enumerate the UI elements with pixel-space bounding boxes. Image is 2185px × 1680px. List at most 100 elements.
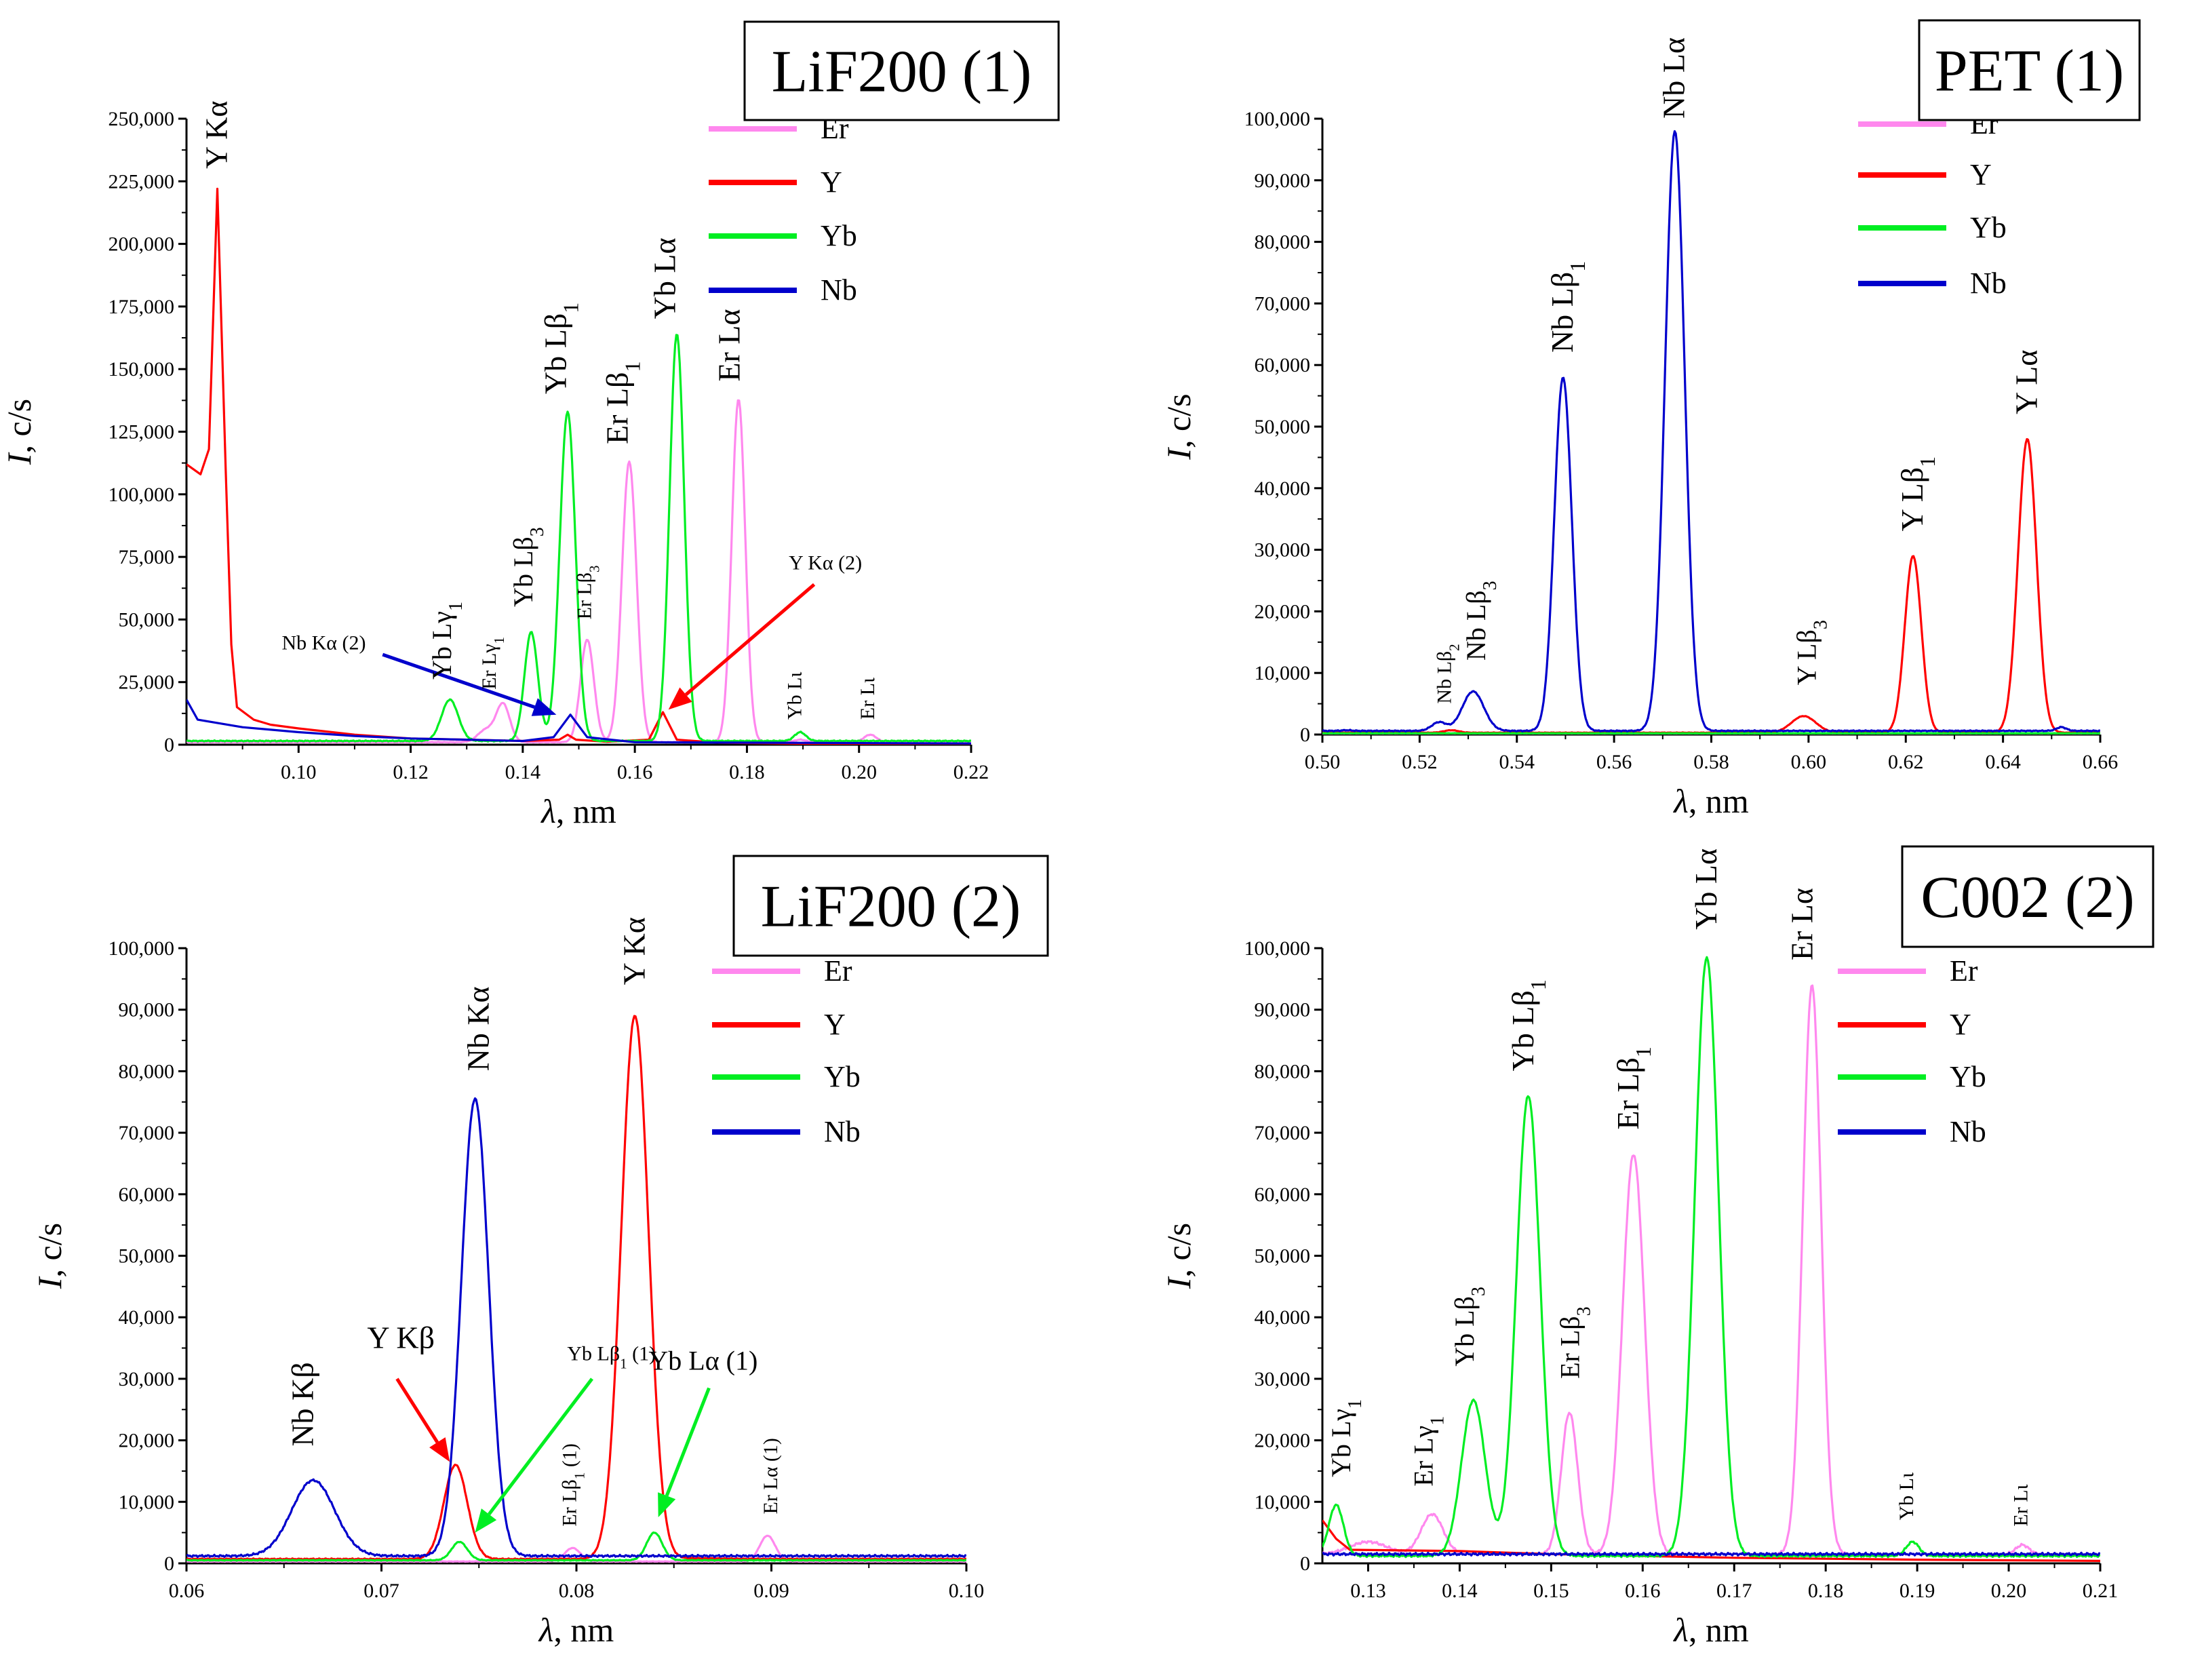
y-tick-label: 125,000 [109,421,175,444]
legend-label-yb: Yb [824,1060,861,1093]
y-tick-label: 50,000 [1255,1245,1311,1268]
series-line-yb [1322,956,2100,1559]
y-tick-label: 175,000 [109,296,175,318]
y-tick-label: 80,000 [1255,231,1311,254]
x-tick-label: 0.07 [363,1580,399,1602]
peak-label: Yb Lα [648,237,682,319]
y-tick-label: 30,000 [1255,539,1311,562]
series-group [186,1015,966,1563]
peak-label: Y Kβ [367,1321,435,1355]
peak-label: Er Lα [712,309,747,382]
chart-panel-p4: 0 10,000 20,000 30,000 40,000 50,000 60,000 70,… [1160,845,2154,1649]
y-axis-label: I, c/s [1160,393,1198,460]
legend-label-nb: Nb [1950,1115,1986,1148]
x-tick-label: 0.18 [729,761,765,783]
y-tick-label: 0 [1300,724,1310,746]
chart-panel-p1: 0 25,000 50,000 75,000 100,000 125,000 150,000… [0,20,1060,830]
peak-label: Nb Kα [460,986,495,1071]
y-tick-label: 20,000 [1255,1430,1311,1452]
peak-label: Nb Lβ1 [1545,261,1590,353]
x-tick-label: 0.20 [1991,1580,2027,1602]
x-tick-label: 0.10 [949,1580,985,1602]
y-tick-label: 80,000 [1255,1060,1311,1082]
peak-label: Er Lβ1 [1611,1047,1655,1130]
y-axis-label: I, c/s [31,1223,68,1289]
peak-label: Yb Lι [1895,1472,1918,1521]
y-tick-label: 60,000 [119,1184,175,1206]
x-axis-label: λ, nm [540,792,616,830]
peak-label: Yb Lβ1 [538,302,583,394]
panel-title-box [1918,19,2141,121]
legend-label-yb: Yb [821,219,857,252]
peak-label: Er Lβ1 [599,361,644,444]
peak-label: Er Lβ3 [1554,1306,1594,1379]
series-line-yb [186,334,971,743]
y-tick-label: 40,000 [1255,1306,1311,1329]
x-tick-label: 0.52 [1402,751,1438,773]
annotation-arrowhead [658,1492,676,1517]
annotation-arrow [395,1378,439,1443]
y-tick-label: 50,000 [1255,416,1311,438]
peak-label: Y Kα [199,100,233,168]
y-tick-label: 50,000 [119,1245,175,1268]
x-tick-label: 0.54 [1499,751,1535,773]
y-tick-label: 10,000 [1255,662,1311,684]
series-group [1322,130,2100,735]
annotation-arrowhead [531,698,557,716]
panel-title: LiF200 (1) [772,39,1032,105]
peak-label: Yb Lι [784,672,806,720]
annotation-arrow [488,1378,593,1516]
y-tick-label: 80,000 [119,1060,175,1082]
panel-title: C002 (2) [1921,865,2134,931]
y-tick-label: 40,000 [119,1306,175,1329]
x-tick-label: 0.14 [1442,1580,1478,1602]
y-tick-label: 100,000 [109,937,175,960]
peak-label: Yb Lγ1 [1326,1399,1366,1477]
legend-label-yb: Yb [1970,211,2007,244]
y-tick-label: 75,000 [119,546,175,568]
peak-label: Er Lα [1784,888,1819,960]
x-axis-label: λ, nm [538,1611,614,1649]
x-tick-label: 0.16 [617,761,653,783]
y-tick-label: 10,000 [1255,1491,1311,1513]
series-line-yb [1322,732,2100,735]
x-tick-label: 0.14 [505,761,541,783]
series-line-nb [1322,1551,2100,1557]
peak-label: Er Lγ1 [478,637,507,690]
y-tick-label: 90,000 [119,999,175,1021]
peak-label: Yb Lβ1 [1505,979,1550,1071]
peak-label: Er Lβ1 (1) [559,1443,588,1526]
x-tick-label: 0.09 [753,1580,789,1602]
peak-label: Yb Lβ3 [1449,1287,1489,1367]
x-tick-label: 0.62 [1888,751,1924,773]
x-tick-label: 0.56 [1596,751,1632,773]
legend-label-y: Y [1950,1008,1971,1041]
peak-label: Er Lβ3 [574,565,603,619]
annotation-arrowhead [429,1437,450,1462]
y-tick-label: 25,000 [119,671,175,694]
peak-label: Y Kα [616,917,651,985]
peak-label: Nb Kα (2) [281,632,366,655]
y-tick-label: 70,000 [1255,1122,1311,1144]
peak-label: Yb Lα (1) [648,1345,757,1375]
x-tick-label: 0.20 [841,761,877,783]
y-tick-label: 60,000 [1255,1184,1311,1206]
legend-label-nb: Nb [1970,267,2007,300]
y-tick-label: 100,000 [1244,108,1311,130]
x-tick-label: 0.10 [281,761,317,783]
x-tick-label: 0.50 [1305,751,1341,773]
annotation-arrow [382,652,536,709]
peak-label: Yb Lβ3 [508,527,548,607]
x-axis-label: λ, nm [1672,782,1749,820]
peak-label: Er Lι [2010,1484,2032,1526]
peak-label: Y Lα [2009,350,2043,414]
y-tick-label: 90,000 [1255,170,1311,192]
panel-title: PET (1) [1935,39,2124,104]
x-tick-label: 0.19 [1899,1580,1935,1602]
peak-label: Y Lβ3 [1791,620,1831,685]
x-tick-label: 0.16 [1625,1580,1661,1602]
y-tick-label: 40,000 [1255,477,1311,500]
series-line-nb [1322,130,2100,732]
x-tick-label: 0.15 [1533,1580,1569,1602]
peak-label: Y Kα (2) [789,552,862,574]
